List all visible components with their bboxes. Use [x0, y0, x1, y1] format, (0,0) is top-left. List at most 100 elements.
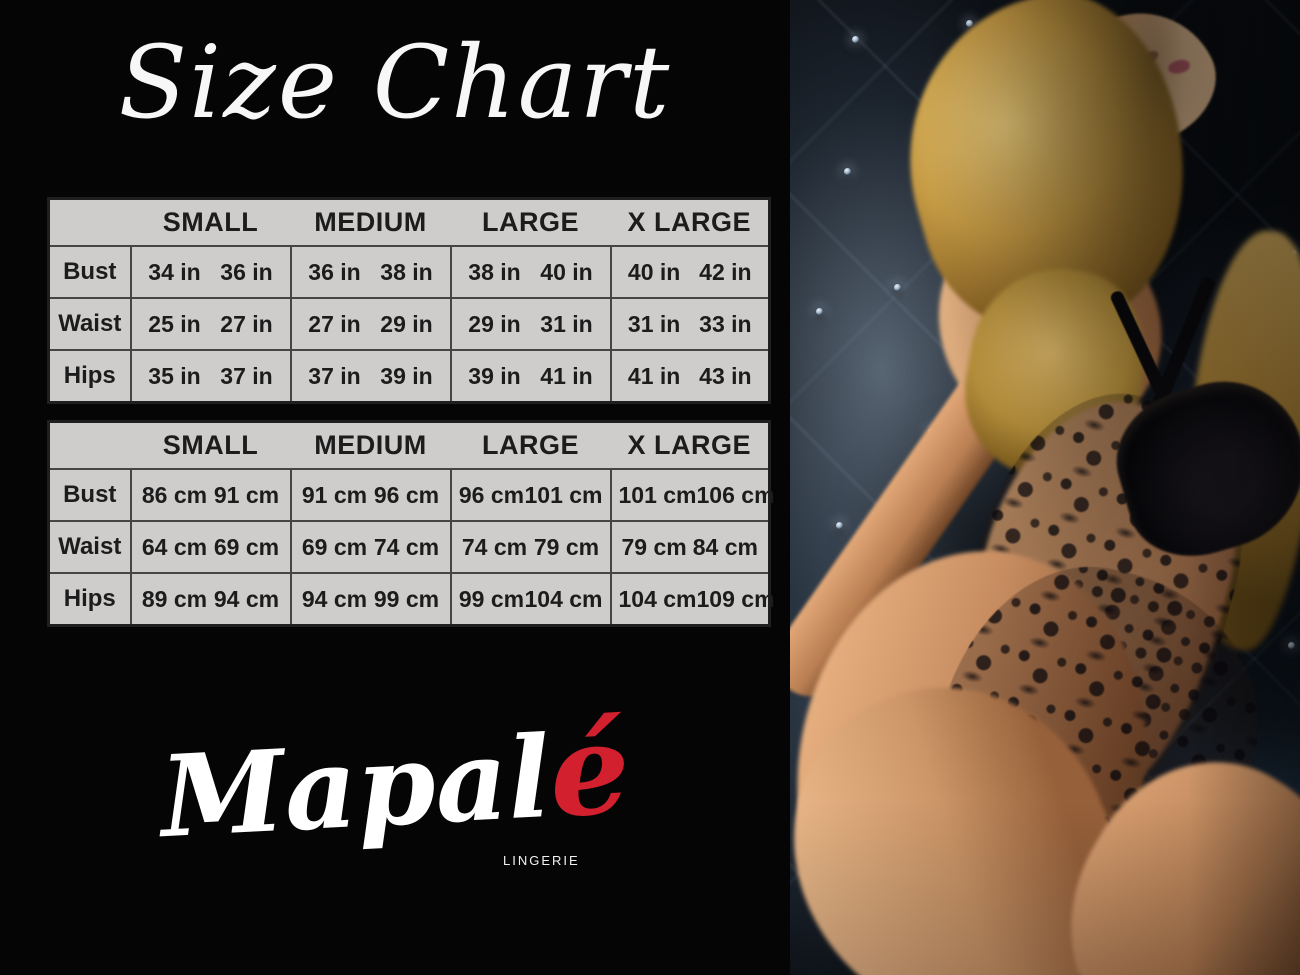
measurement-value-cell: 29 in 31 in — [449, 297, 612, 351]
measurement-value-cell: 37 in 39 in — [289, 349, 452, 404]
measurement-row: Bust 34 in 36 in 36 in 38 in 38 in 40 in 40 in 4… — [47, 245, 771, 299]
measurement-value-cell: 25 in 27 in — [129, 297, 292, 351]
size-table-centimeters: SMALL MEDIUM LARGE X LARGE Bust 86 cm 91 cm 91 … — [47, 420, 775, 627]
measurement-value: 40 in — [627, 258, 681, 285]
measurement-value: 35 in — [148, 362, 201, 389]
measurement-value-cell: 99 cm 104 cm — [449, 572, 612, 627]
measurement-value: 43 in — [699, 362, 752, 389]
measurement-label: Bust — [47, 468, 132, 522]
measurement-value-cell: 39 in 41 in — [449, 349, 612, 404]
page-title: Size Chart — [118, 24, 672, 141]
measurement-value: 91 cm — [301, 481, 368, 508]
measurement-value-cell: 38 in 40 in — [449, 245, 612, 299]
measurement-value-cell: 104 cm 109 cm — [609, 572, 775, 627]
tuft-button — [816, 308, 823, 315]
measurement-value: 94 cm — [301, 585, 368, 612]
size-column-header: SMALL — [130, 421, 291, 470]
measurement-value: 31 in — [627, 310, 681, 337]
measurement-value-cell: 41 in 43 in — [609, 349, 771, 404]
measurement-label: Waist — [47, 520, 132, 574]
measurement-value-cell: 27 in 29 in — [289, 297, 452, 351]
measurement-label: Waist — [47, 297, 132, 351]
measurement-value-cell: 36 in 38 in — [289, 245, 452, 299]
measurement-value-cell: 74 cm 79 cm — [449, 520, 612, 574]
model-lips — [1166, 58, 1192, 76]
corner-cell — [48, 198, 131, 247]
measurement-value: 101 cm — [524, 481, 603, 508]
size-header-row: SMALL MEDIUM LARGE X LARGE — [48, 198, 770, 247]
tuft-button — [836, 522, 843, 529]
measurement-value: 38 in — [380, 258, 433, 285]
measurement-value: 104 cm — [618, 585, 697, 612]
tuft-button — [852, 36, 859, 43]
brand-tagline: LINGERIE — [503, 853, 580, 868]
measurement-value: 34 in — [148, 258, 201, 285]
measurement-value: 109 cm — [696, 585, 775, 612]
measurement-value: 69 cm — [301, 533, 368, 560]
measurement-value-cell: 89 cm 94 cm — [129, 572, 292, 627]
measurement-value-cell: 69 cm 74 cm — [289, 520, 452, 574]
measurement-row: Waist 64 cm 69 cm 69 cm 74 cm 74 cm 79 cm 79 cm… — [47, 520, 771, 574]
tuft-button — [844, 168, 851, 175]
measurement-label: Hips — [47, 572, 132, 627]
measurement-value: 96 cm — [458, 481, 525, 508]
brand-wordmark-main: Mapal — [157, 711, 554, 864]
measurement-label: Bust — [47, 245, 132, 299]
measurement-value-cell: 96 cm 101 cm — [449, 468, 612, 522]
measurement-value: 40 in — [540, 258, 593, 285]
brand-wordmark: Mapalé — [0, 684, 793, 876]
measurement-value: 91 cm — [213, 481, 280, 508]
measurement-value-cell: 31 in 33 in — [609, 297, 771, 351]
measurement-value: 101 cm — [618, 481, 697, 508]
size-column-header: X LARGE — [610, 421, 770, 470]
measurement-value: 39 in — [380, 362, 433, 389]
measurement-value: 89 cm — [141, 585, 208, 612]
info-panel: Size Chart SMALL MEDIUM LARGE X LARGE Bust 34… — [0, 24, 793, 876]
corner-cell — [48, 421, 131, 470]
measurement-value-cell: 40 in 42 in — [609, 245, 771, 299]
model-photo — [790, 0, 1300, 975]
measurement-value: 27 in — [220, 310, 273, 337]
measurement-value: 31 in — [540, 310, 593, 337]
measurement-value-cell: 79 cm 84 cm — [609, 520, 771, 574]
measurement-value: 84 cm — [692, 533, 758, 560]
measurement-value: 94 cm — [213, 585, 280, 612]
measurement-value: 39 in — [468, 362, 521, 389]
measurement-value: 99 cm — [373, 585, 440, 612]
measurement-value: 99 cm — [458, 585, 525, 612]
measurement-value: 36 in — [308, 258, 361, 285]
measurement-value-cell: 64 cm 69 cm — [129, 520, 292, 574]
measurement-value: 27 in — [308, 310, 361, 337]
measurement-value: 106 cm — [696, 481, 775, 508]
measurement-value: 104 cm — [524, 585, 603, 612]
measurement-value: 74 cm — [373, 533, 440, 560]
measurement-value-cell: 101 cm 106 cm — [609, 468, 775, 522]
tuft-button — [894, 284, 901, 291]
measurement-value: 38 in — [468, 258, 521, 285]
measurement-value: 79 cm — [621, 533, 687, 560]
measurement-value: 41 in — [627, 362, 681, 389]
measurement-value: 37 in — [308, 362, 361, 389]
size-header-row: SMALL MEDIUM LARGE X LARGE — [48, 421, 770, 470]
measurement-value: 37 in — [220, 362, 273, 389]
measurement-value: 42 in — [699, 258, 752, 285]
size-column-header: MEDIUM — [290, 198, 451, 247]
measurement-value: 29 in — [380, 310, 433, 337]
size-table-inches: SMALL MEDIUM LARGE X LARGE Bust 34 in 36 in 36 … — [47, 197, 771, 404]
measurement-value-cell: 91 cm 96 cm — [289, 468, 452, 522]
size-column-header: LARGE — [450, 198, 611, 247]
measurement-value: 79 cm — [533, 533, 600, 560]
size-column-header: X LARGE — [610, 198, 770, 247]
size-column-header: LARGE — [450, 421, 611, 470]
measurement-label: Hips — [47, 349, 132, 404]
size-column-header: SMALL — [130, 198, 291, 247]
measurement-value: 74 cm — [461, 533, 528, 560]
measurement-value-cell: 86 cm 91 cm — [129, 468, 292, 522]
measurement-value: 36 in — [220, 258, 273, 285]
measurement-value-cell: 35 in 37 in — [129, 349, 292, 404]
measurement-value: 29 in — [468, 310, 521, 337]
measurement-value-cell: 94 cm 99 cm — [289, 572, 452, 627]
measurement-row: Waist 25 in 27 in 27 in 29 in 29 in 31 in 31 in… — [47, 297, 771, 351]
size-column-header: MEDIUM — [290, 421, 451, 470]
